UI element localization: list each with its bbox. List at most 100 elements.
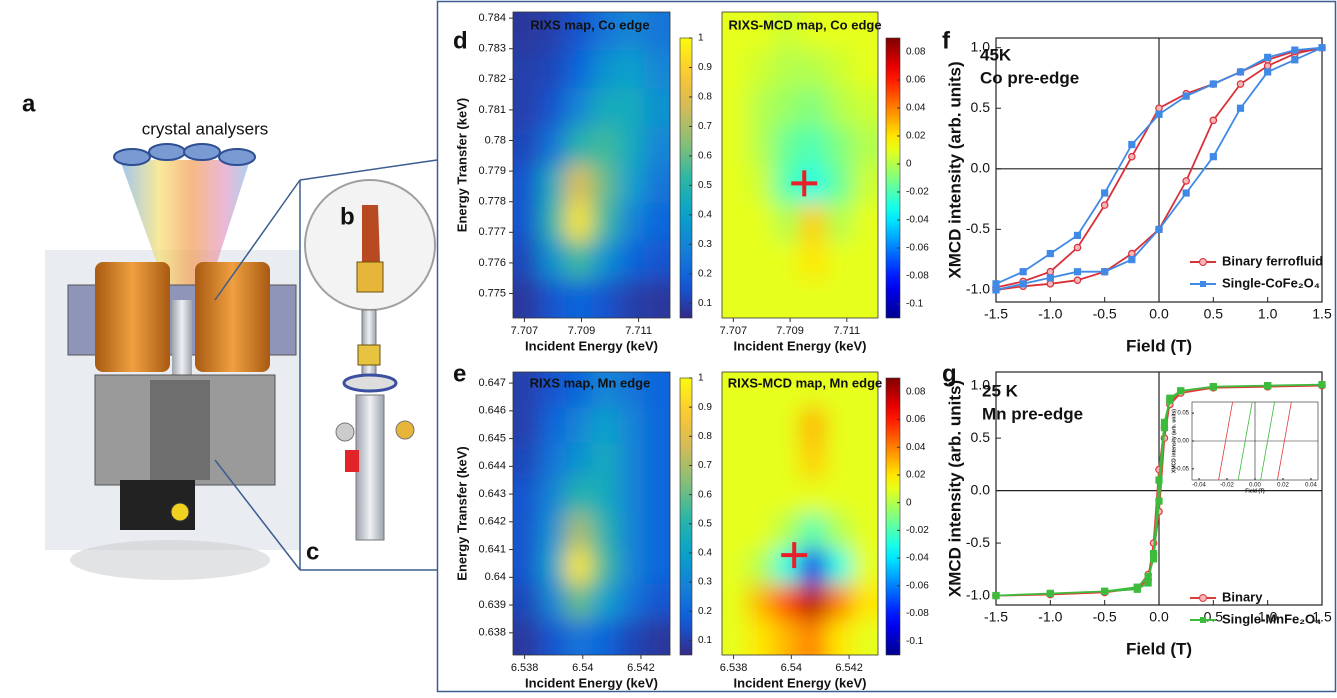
x-axis-label: Incident Energy (keV) <box>525 338 658 353</box>
heatmap-cell <box>643 12 670 51</box>
x-tick-label: 0.00 <box>1249 483 1261 489</box>
heatmap-cell <box>722 584 749 621</box>
x-tick-label: 0.5 <box>1204 306 1224 322</box>
heatmap-cell <box>826 442 853 479</box>
heatmap-cell <box>513 548 540 585</box>
heatmap-cell <box>826 241 853 281</box>
colorbar-tick-label: 0.3 <box>698 577 712 588</box>
data-point <box>1073 276 1082 285</box>
data-point <box>1264 53 1272 61</box>
colorbar-tick-label: 0.02 <box>906 131 926 142</box>
data-point <box>1155 225 1163 233</box>
colorbar-tick-label: 0.04 <box>906 103 926 114</box>
x-tick-label: 1.0 <box>1258 306 1278 322</box>
data-point <box>1182 92 1190 100</box>
heatmap-cell <box>617 50 645 89</box>
x-tick-label: 6.542 <box>627 662 655 674</box>
heatmap-cell <box>826 513 853 550</box>
y-tick-label: 0.5 <box>971 99 991 115</box>
colorbar-tick-label: 0.6 <box>698 151 712 162</box>
crystals <box>113 143 256 166</box>
heatmap-cell <box>722 88 749 128</box>
x-tick-label: 7.709 <box>776 325 804 337</box>
heatmap-cell <box>826 126 853 166</box>
heatmap-cell <box>748 241 775 281</box>
heatmap-cell <box>643 442 670 479</box>
heatmap-cell <box>643 50 670 89</box>
data-point <box>992 280 1000 288</box>
heatmap-cell <box>800 279 827 318</box>
colorbar-tick-label: 0.06 <box>906 75 926 86</box>
heatmap-cell <box>591 478 619 514</box>
panel-label: a <box>22 90 36 117</box>
heatmap-cell <box>800 513 827 550</box>
heatmap-cell <box>826 203 853 242</box>
heatmap-cell <box>617 442 645 479</box>
heatmap-cell <box>774 407 801 444</box>
data-point <box>1209 383 1217 391</box>
y-tick-label: 0.647 <box>478 377 506 389</box>
heatmap-cell <box>722 126 749 166</box>
heatmap-cell <box>774 513 801 550</box>
data-point <box>1133 585 1141 593</box>
shadow <box>70 540 270 580</box>
data-point <box>1177 387 1185 395</box>
colorbar-tick-label: 0 <box>906 159 912 170</box>
heatmap-cell <box>513 407 540 444</box>
y-tick-label: 0.783 <box>478 43 506 55</box>
colorbar-tick-label: 0.8 <box>698 92 712 103</box>
colorbar-tick-label: 0.1 <box>698 635 712 646</box>
heatmap <box>513 12 670 318</box>
heatmap-cell <box>852 584 878 621</box>
heatmap <box>722 12 878 318</box>
annotation: Mn pre-edge <box>982 404 1083 423</box>
heatmap-cell <box>591 165 619 204</box>
heatmap-cell <box>722 619 749 655</box>
heatmap-cell <box>800 12 827 51</box>
heatmap-cell <box>591 619 619 655</box>
y-tick-label: 0.779 <box>478 165 506 177</box>
heatmap-cell <box>826 478 853 514</box>
colorbar-tick-label: -0.1 <box>906 299 924 310</box>
colorbar-tick-label: 1 <box>698 33 704 44</box>
data-point <box>1182 177 1190 185</box>
data-point <box>1209 153 1217 161</box>
x-ray-beams <box>120 160 250 300</box>
heatmap-cell <box>565 442 592 479</box>
heatmap-cell <box>617 478 645 514</box>
heatmap-cell <box>539 50 566 89</box>
data-point <box>1144 573 1152 581</box>
data-point <box>1318 380 1326 389</box>
heatmap <box>722 372 878 655</box>
sample-holder <box>362 205 380 280</box>
legend-label: Binary ferrofluid <box>1222 253 1323 268</box>
series-line <box>1237 401 1275 481</box>
x-axis-label: Field (T) <box>1126 639 1192 658</box>
y-tick-label: 0.639 <box>478 599 506 611</box>
colorbar-tick-label: 0.08 <box>906 47 926 58</box>
x-tick-label: 7.711 <box>625 325 652 337</box>
colorbar-tick-label: -0.04 <box>906 215 929 226</box>
ring <box>357 344 381 366</box>
heatmap-cell <box>722 372 749 408</box>
heatmap-cell <box>565 203 592 242</box>
heatmap-cells <box>513 372 670 655</box>
heatmap-cell <box>513 513 540 550</box>
colorbar-tick-label: -0.08 <box>906 271 929 282</box>
data-point <box>992 591 1000 600</box>
heatmap-cell <box>643 165 670 204</box>
heatmap-cell <box>591 203 619 242</box>
heatmap-cell <box>643 279 670 318</box>
heatmap-cell <box>591 279 619 318</box>
y-tick-label: 1.0 <box>971 376 991 392</box>
x-tick-label: 0.0 <box>1149 306 1169 322</box>
x-tick-label: 6.538 <box>720 662 748 674</box>
colorbar-tick-label: -0.02 <box>906 525 929 536</box>
heatmap-cell <box>826 88 853 128</box>
heatmap-cell <box>565 478 592 514</box>
x-tick-label: 6.542 <box>835 662 863 674</box>
x-tick-label: -1.5 <box>984 306 1008 322</box>
heatmap-cell <box>722 513 749 550</box>
heatmap-cell <box>617 126 645 166</box>
data-point <box>1101 587 1109 595</box>
